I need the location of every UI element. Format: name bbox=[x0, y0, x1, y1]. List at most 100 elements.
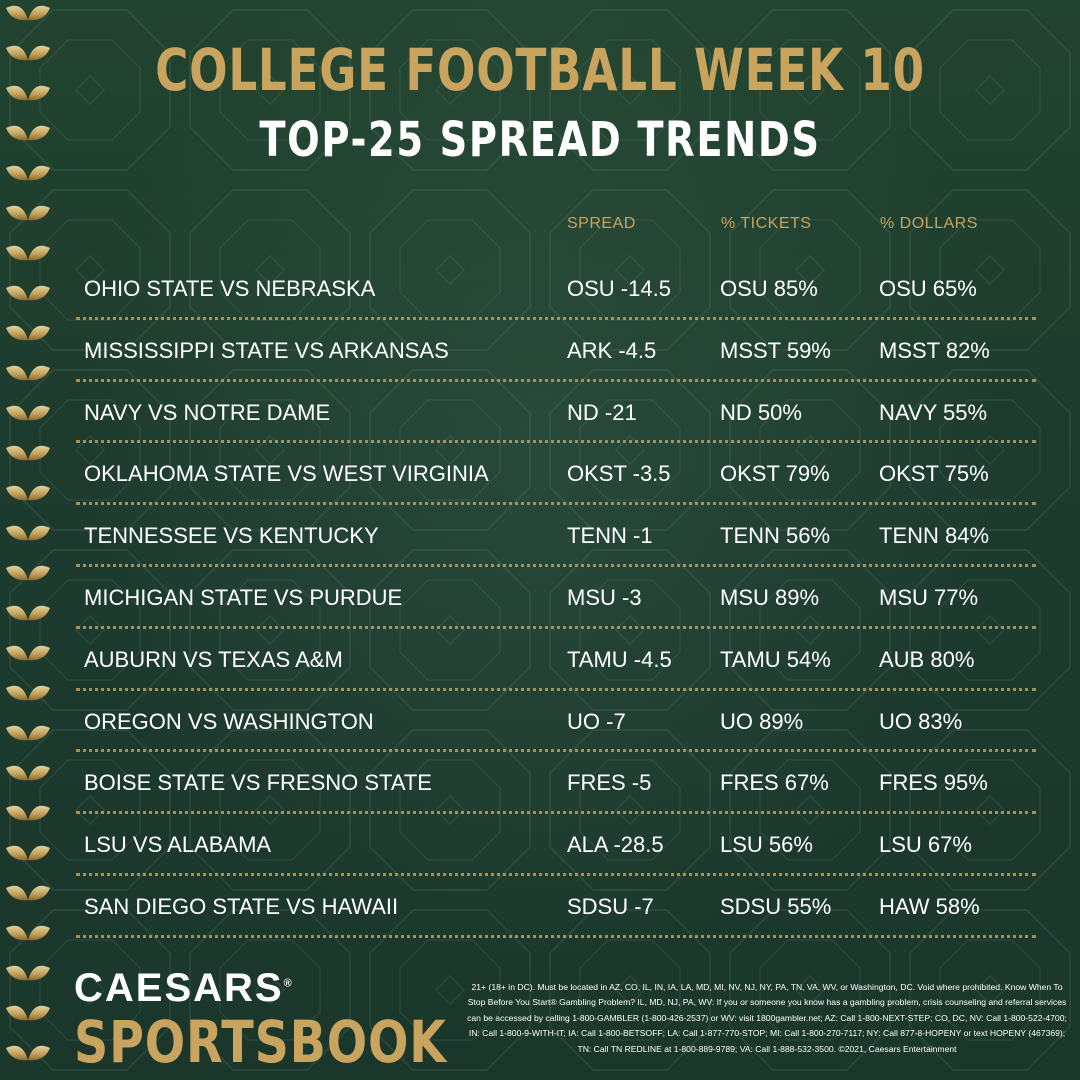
caesars-logo: CAESARS® bbox=[74, 966, 292, 1011]
spread-cell: UO -7 bbox=[567, 708, 626, 734]
laurel-leaf-right bbox=[28, 525, 50, 541]
laurel-leaf-left bbox=[6, 565, 28, 581]
laurel-leaf-right bbox=[28, 925, 50, 941]
column-header-dollars: % DOLLARS bbox=[880, 215, 978, 232]
laurel-leaf-left bbox=[6, 205, 28, 221]
matchup-cell: AUBURN VS TEXAS A&M bbox=[84, 646, 343, 672]
laurel-leaf-right bbox=[28, 125, 50, 141]
laurel-leaf-right bbox=[28, 645, 50, 661]
laurel-leaf-right bbox=[28, 605, 50, 621]
laurel-leaf-right bbox=[28, 325, 50, 341]
spread-cell: TENN -1 bbox=[567, 523, 653, 549]
laurel-leaf-left bbox=[6, 925, 28, 941]
laurel-leaf-left bbox=[6, 125, 28, 141]
laurel-leaf-left bbox=[6, 85, 28, 101]
laurel-leaf-right bbox=[28, 485, 50, 501]
tickets-cell: OKST 79% bbox=[720, 461, 830, 487]
laurel-leaf-right bbox=[28, 285, 50, 301]
table-row: OHIO STATE VS NEBRASKA OSU -14.5 OSU 85%… bbox=[76, 258, 1036, 320]
laurel-leaf-left bbox=[6, 685, 28, 701]
laurel-leaf-right bbox=[28, 85, 50, 101]
laurel-leaf-left bbox=[6, 165, 28, 181]
tickets-cell: SDSU 55% bbox=[720, 893, 832, 919]
dollars-cell: FRES 95% bbox=[879, 770, 988, 796]
laurel-leaf-left bbox=[6, 805, 28, 821]
laurel-leaf-right bbox=[28, 5, 50, 21]
spread-cell: FRES -5 bbox=[567, 770, 652, 796]
spread-cell: ND -21 bbox=[567, 399, 637, 425]
laurel-leaf-left bbox=[6, 45, 28, 61]
laurel-leaf-left bbox=[6, 965, 28, 981]
tickets-cell: FRES 67% bbox=[720, 770, 829, 796]
row-divider bbox=[76, 502, 1036, 506]
row-divider bbox=[76, 872, 1036, 876]
laurel-leaf-left bbox=[6, 885, 28, 901]
laurel-leaf-left bbox=[6, 645, 28, 661]
laurel-leaf-left bbox=[6, 605, 28, 621]
laurel-leaf-right bbox=[28, 1005, 50, 1021]
laurel-leaf-right bbox=[28, 405, 50, 421]
dollars-cell: OSU 65% bbox=[879, 276, 977, 301]
laurel-leaf-right bbox=[28, 165, 50, 181]
laurel-leaf-right bbox=[28, 885, 50, 901]
spread-cell: TAMU -4.5 bbox=[567, 646, 672, 672]
legal-disclaimer: 21+ (18+ in DC). Must be located in AZ, … bbox=[467, 982, 1067, 1054]
table-row: MICHIGAN STATE VS PURDUE MSU -3 MSU 89% … bbox=[76, 567, 1036, 629]
matchup-cell: BOISE STATE VS FRESNO STATE bbox=[84, 770, 432, 796]
registered-mark: ® bbox=[283, 977, 292, 990]
spread-cell: ALA -28.5 bbox=[567, 832, 664, 858]
laurel-leaf-left bbox=[6, 365, 28, 381]
tickets-cell: TENN 56% bbox=[720, 523, 831, 549]
laurel-leaf-left bbox=[6, 285, 28, 301]
laurel-leaf-left bbox=[6, 485, 28, 501]
laurel-leaf-left bbox=[6, 725, 28, 741]
laurel-leaf-right bbox=[28, 245, 50, 261]
laurel-leaf-right bbox=[28, 965, 50, 981]
laurel-leaf-right bbox=[28, 1045, 50, 1061]
dollars-cell: AUB 80% bbox=[879, 646, 975, 672]
table-row: MISSISSIPPI STATE VS ARKANSAS ARK -4.5 M… bbox=[76, 320, 1036, 382]
dollars-cell: HAW 58% bbox=[879, 893, 980, 919]
row-divider bbox=[76, 625, 1036, 629]
laurel-leaf-left bbox=[6, 325, 28, 341]
laurel-leaf-left bbox=[6, 525, 28, 541]
dollars-cell: MSU 77% bbox=[879, 584, 979, 610]
row-divider bbox=[76, 316, 1036, 320]
laurel-leaf-right bbox=[28, 205, 50, 221]
tickets-cell: OSU 85% bbox=[720, 276, 818, 301]
row-divider bbox=[76, 811, 1036, 815]
row-divider bbox=[76, 378, 1036, 382]
dollars-cell: UO 83% bbox=[879, 708, 963, 734]
dollars-cell: NAVY 55% bbox=[879, 399, 988, 425]
dollars-cell: MSST 82% bbox=[879, 337, 990, 363]
caesars-wordmark: CAESARS bbox=[74, 966, 284, 1010]
table-row: TENNESSEE VS KENTUCKY TENN -1 TENN 56% T… bbox=[76, 505, 1036, 567]
laurel-leaf-left bbox=[6, 405, 28, 421]
matchup-cell: NAVY VS NOTRE DAME bbox=[84, 399, 331, 425]
laurel-vine-decoration bbox=[6, 0, 50, 1080]
table-row: SAN DIEGO STATE VS HAWAII SDSU -7 SDSU 5… bbox=[76, 876, 1036, 938]
row-divider bbox=[76, 934, 1036, 938]
tickets-cell: LSU 56% bbox=[720, 832, 813, 858]
table-row: NAVY VS NOTRE DAME ND -21 ND 50% NAVY 55… bbox=[76, 382, 1036, 444]
tickets-cell: ND 50% bbox=[720, 399, 802, 425]
row-divider bbox=[76, 563, 1036, 567]
dollars-cell: LSU 67% bbox=[879, 832, 972, 858]
laurel-leaf-right bbox=[28, 365, 50, 381]
laurel-leaf-left bbox=[6, 1005, 28, 1021]
column-header-tickets: % TICKETS bbox=[721, 215, 812, 232]
spread-cell: SDSU -7 bbox=[567, 893, 654, 919]
laurel-leaf-left bbox=[6, 445, 28, 461]
matchup-cell: OKLAHOMA STATE VS WEST VIRGINIA bbox=[84, 461, 489, 487]
laurel-leaf-left bbox=[6, 845, 28, 861]
sportsbook-logo: SPORTSBOOK bbox=[74, 1008, 447, 1076]
matchup-cell: OHIO STATE VS NEBRASKA bbox=[84, 276, 376, 301]
trends-table: OHIO STATE VS NEBRASKA OSU -14.5 OSU 85%… bbox=[76, 258, 1036, 938]
spread-cell: OSU -14.5 bbox=[567, 276, 671, 301]
matchup-cell: MICHIGAN STATE VS PURDUE bbox=[84, 584, 403, 610]
laurel-leaf-right bbox=[28, 805, 50, 821]
table-row: BOISE STATE VS FRESNO STATE FRES -5 FRES… bbox=[76, 752, 1036, 815]
laurel-leaf-right bbox=[28, 445, 50, 461]
laurel-leaf-right bbox=[28, 565, 50, 581]
